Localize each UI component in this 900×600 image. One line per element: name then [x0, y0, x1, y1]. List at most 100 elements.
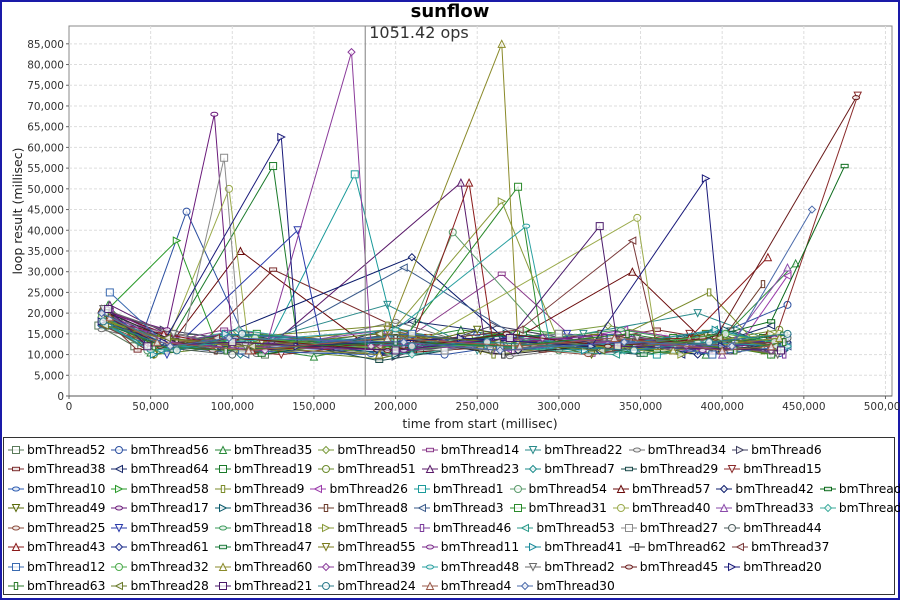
legend-label: bmThread49: [27, 501, 106, 516]
legend-marker-icon: [318, 445, 335, 454]
data-point-marker: [472, 325, 482, 335]
x-tick-label: 150,000: [292, 401, 335, 413]
data-point-marker: [717, 349, 727, 359]
data-point-marker: [115, 505, 124, 511]
legend-marker-icon: [111, 543, 128, 552]
data-point-marker: [491, 350, 496, 359]
data-point-marker: [775, 333, 784, 342]
legend-item: bmThread26: [310, 482, 408, 496]
data-point-marker: [720, 484, 729, 493]
data-point-marker: [515, 325, 524, 335]
data-point-marker: [399, 263, 408, 272]
data-point-marker: [613, 342, 622, 351]
legend-item: bmThread44: [724, 521, 822, 535]
data-point-marker: [182, 207, 191, 216]
data-point-marker: [807, 205, 817, 214]
legend-item: bmThread57: [612, 482, 710, 496]
legend-marker-icon: [421, 564, 438, 570]
legend-marker-icon: [214, 484, 231, 493]
legend-item: bmThread20: [724, 560, 822, 574]
legend-label: bmThread52: [27, 442, 106, 457]
legend-label: bmThread27: [639, 520, 719, 535]
legend-item: bmThread50: [318, 443, 416, 457]
legend-item: bmThread37: [732, 540, 830, 554]
data-point-marker: [115, 562, 124, 571]
legend-marker-icon: [111, 505, 128, 511]
y-tick-label: 15,000: [27, 329, 64, 341]
data-point-marker: [769, 341, 779, 351]
data-point-marker: [529, 542, 538, 552]
data-point-marker: [456, 178, 466, 187]
legend-label: bmThread7: [544, 462, 615, 477]
legend-label: bmThread16: [838, 481, 900, 496]
legend-label: bmThread4: [440, 579, 512, 594]
data-point-marker: [708, 350, 717, 359]
legend-marker-icon: [421, 464, 438, 474]
data-point-marker: [701, 349, 711, 359]
data-point-marker: [374, 349, 384, 359]
data-point-marker: [776, 346, 785, 355]
data-point-marker: [218, 445, 228, 454]
legend-label: bmThread46: [432, 520, 512, 535]
legend-row: bmThread49 bmThread17 bmThread36 bmThread8 b…: [8, 499, 900, 519]
legend-item: bmThread59: [111, 521, 209, 535]
data-point-marker: [714, 333, 723, 343]
legend-marker-icon: [525, 465, 542, 474]
data-point-marker: [783, 329, 792, 338]
chart-plot: 0 50,000 100,000 150,000 200,000 250,000 300,0…: [10, 23, 900, 431]
data-point-marker: [417, 503, 426, 513]
data-point-marker: [172, 346, 181, 355]
legend-marker-icon: [214, 525, 231, 531]
data-point-marker: [595, 222, 604, 231]
data-point-marker: [324, 504, 329, 513]
legend-item: bmThread31: [509, 501, 607, 515]
legend-marker-icon: [620, 564, 637, 570]
data-point-marker: [218, 525, 227, 531]
legend-item: bmThread25: [8, 521, 105, 535]
legend-marker-icon: [214, 445, 231, 454]
legend-item: bmThread49: [8, 501, 105, 515]
data-point-marker: [99, 317, 108, 326]
x-tick-label: 0: [66, 401, 73, 413]
y-tick-label: 50,000: [27, 184, 64, 196]
legend-item: bmThread60: [214, 560, 312, 574]
data-point-marker: [717, 345, 727, 355]
legend-label: bmThread8: [337, 501, 408, 516]
data-point-marker: [520, 523, 530, 533]
data-point-marker: [114, 581, 124, 591]
data-point-marker: [269, 162, 278, 171]
data-point-marker: [218, 562, 228, 571]
legend-marker-icon: [214, 465, 231, 474]
data-point-marker: [736, 445, 745, 455]
data-point-marker: [309, 352, 319, 361]
data-point-marker: [133, 348, 142, 353]
y-tick-label: 40,000: [27, 225, 64, 237]
data-point-marker: [698, 347, 707, 353]
legend-marker-icon: [111, 445, 128, 454]
data-point-marker: [425, 581, 435, 591]
legend-item: bmThread2: [525, 560, 615, 574]
legend-marker-icon: [8, 582, 24, 591]
legend-label: bmThread32: [130, 559, 209, 574]
x-axis-label: time from start (millisec): [402, 416, 557, 431]
data-point-marker: [322, 445, 331, 454]
legend-marker-icon: [819, 504, 836, 513]
legend-marker-icon: [111, 562, 128, 571]
legend-item: bmThread21: [214, 579, 312, 593]
data-point-marker: [218, 503, 228, 513]
legend-label: bmThread12: [27, 559, 106, 574]
series-bmThread28: [100, 321, 779, 355]
legend-marker-icon: [724, 465, 741, 474]
legend-marker-icon: [8, 504, 24, 513]
legend-marker-icon: [214, 582, 231, 591]
legend-row: bmThread52 bmThread56 bmThread35 bmThread50…: [8, 440, 894, 460]
data-point-marker: [407, 329, 416, 338]
legend-item: bmThread58: [111, 482, 209, 496]
legend-row: bmThread10 bmThread58 bmThread9 bmThread26 b…: [8, 479, 900, 499]
legend-item: bmThread55: [318, 540, 416, 554]
series-line: [101, 209, 813, 351]
legend-marker-icon: [214, 562, 231, 571]
legend-item: bmThread17: [111, 501, 209, 515]
series-line: [104, 325, 775, 351]
data-point-marker: [624, 523, 633, 532]
